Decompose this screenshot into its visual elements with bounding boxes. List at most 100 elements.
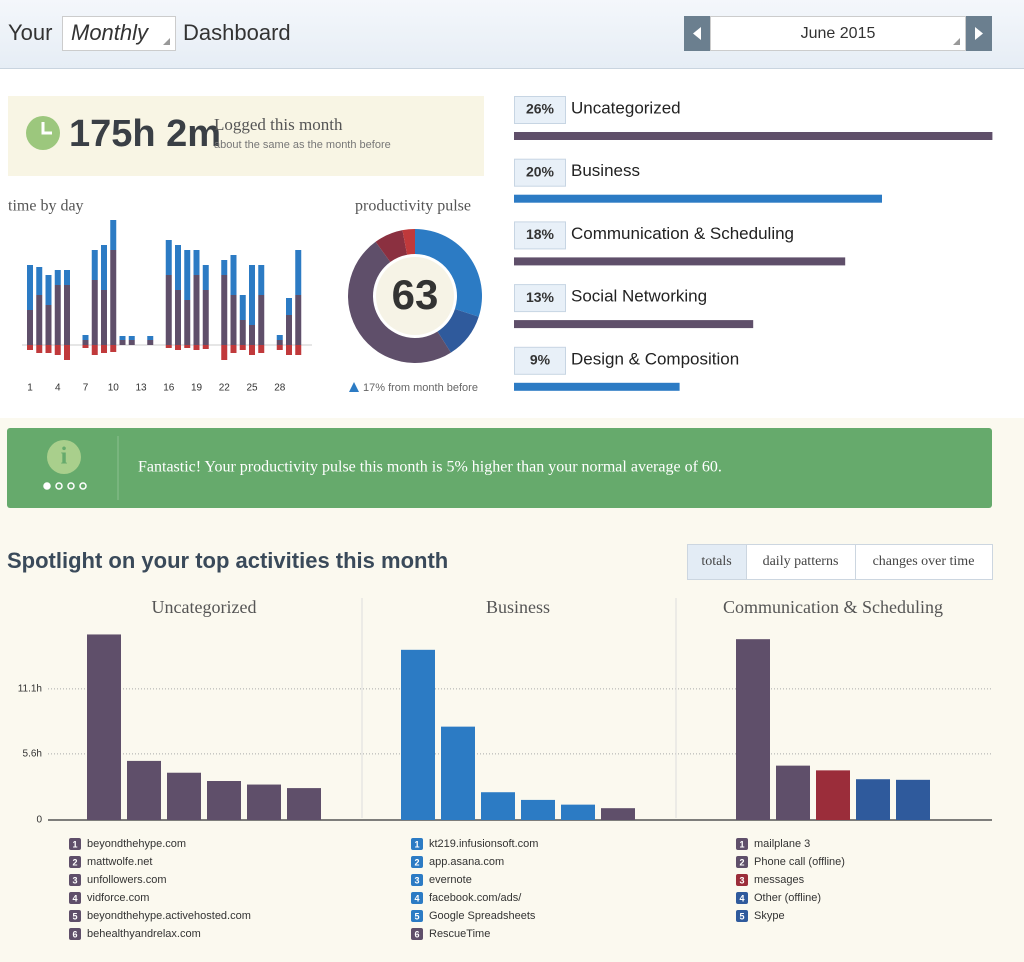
- rank-number: 3: [72, 875, 77, 885]
- x-tick-label: 7: [83, 383, 89, 394]
- day-bar-segment: [101, 245, 107, 290]
- day-bar-segment: [193, 345, 200, 350]
- day-bar-segment: [91, 345, 98, 355]
- rank-badge: [69, 910, 81, 922]
- day-bar-segment: [91, 250, 98, 280]
- category-name: Communication & Scheduling: [571, 224, 794, 243]
- day-bar-segment: [202, 345, 209, 349]
- day-bar-segment: [82, 335, 89, 340]
- activity-bar: [736, 639, 770, 820]
- day-bar-segment: [36, 345, 43, 353]
- tab[interactable]: [855, 544, 993, 580]
- day-bar-segment: [193, 250, 200, 275]
- activity-bar: [601, 808, 635, 820]
- day-bar-segment: [64, 270, 70, 285]
- legend-label: Phone call (offline): [754, 856, 845, 868]
- rank-badge: [736, 856, 748, 868]
- day-bar-segment: [147, 336, 154, 340]
- tab[interactable]: [746, 544, 856, 580]
- rank-number: 1: [72, 839, 77, 849]
- day-bar-segment: [27, 310, 33, 345]
- dot[interactable]: [67, 482, 75, 490]
- percent-badge: [514, 96, 566, 124]
- day-bar-segment: [110, 345, 117, 352]
- y-tick-label: 11.1h: [18, 683, 42, 694]
- day-bar-segment: [119, 336, 126, 340]
- clock-hands: [41, 122, 52, 135]
- panel-title: Communication & Scheduling: [723, 597, 943, 617]
- legend-label: mailplane 3: [754, 838, 810, 850]
- rank-number: 2: [414, 857, 419, 867]
- rank-badge: [736, 892, 748, 904]
- select-arrow: [953, 38, 960, 45]
- rank-number: 6: [414, 929, 419, 939]
- notice-text: Fantastic! Your productivity pulse this …: [138, 459, 722, 476]
- day-bar-segment: [128, 336, 135, 340]
- rank-number: 1: [414, 839, 419, 849]
- tab-label[interactable]: totals: [701, 554, 731, 569]
- day-bar-segment: [64, 285, 70, 345]
- tab[interactable]: [687, 544, 747, 580]
- rank-badge: [69, 892, 81, 904]
- rank-badge: [69, 928, 81, 940]
- info-glyph: i: [61, 444, 68, 470]
- legend-label: beyondthehype.com: [87, 838, 186, 850]
- day-bar-segment: [36, 295, 43, 345]
- day-bar-segment: [202, 265, 209, 290]
- day-bar-segment: [45, 305, 52, 345]
- x-tick-label: 16: [163, 383, 175, 394]
- percent-badge: [514, 158, 566, 187]
- chart-title: time by day: [8, 198, 84, 215]
- day-bar-segment: [202, 290, 209, 345]
- rank-badge: [69, 838, 81, 850]
- activity-bar: [441, 726, 475, 820]
- day-bar-segment: [27, 345, 33, 350]
- rank-badge: [69, 874, 81, 886]
- x-tick-label: 19: [191, 383, 203, 394]
- activity-bar: [287, 788, 321, 820]
- tab-label[interactable]: changes over time: [873, 554, 975, 569]
- percent-label: 26%: [526, 101, 555, 117]
- carousel-dots: [43, 482, 87, 490]
- day-bar-segment: [175, 345, 181, 350]
- day-bar-segment: [184, 300, 191, 345]
- day-bar-segment: [230, 295, 237, 345]
- day-bar-segment: [45, 275, 52, 305]
- tab-label[interactable]: daily patterns: [763, 554, 839, 569]
- day-bar-segment: [110, 220, 117, 250]
- rank-number: 5: [739, 911, 744, 921]
- rank-number: 5: [72, 911, 77, 921]
- dot[interactable]: [55, 482, 63, 490]
- period[interactable]: Monthly: [71, 20, 150, 45]
- percent-label: 9%: [530, 352, 551, 368]
- day-bar-segment: [258, 265, 265, 295]
- rank-badge: [411, 856, 423, 868]
- x-tick-label: 10: [108, 383, 120, 394]
- activity-bar: [776, 765, 810, 820]
- legend-label: behealthyandrelax.com: [87, 928, 201, 940]
- activity-bar: [856, 779, 890, 820]
- rank-number: 4: [72, 893, 77, 903]
- category-name: Design & Composition: [571, 349, 739, 368]
- rank-badge: [736, 910, 748, 922]
- rank-number: 5: [414, 911, 419, 921]
- dot[interactable]: [43, 482, 51, 490]
- rank-number: 3: [414, 875, 419, 885]
- day-bar-segment: [295, 345, 302, 355]
- month-select[interactable]: [710, 16, 966, 51]
- title-suffix: Dashboard: [183, 20, 291, 45]
- rank-badge: [411, 892, 423, 904]
- category-bar: [514, 194, 882, 203]
- day-bar-segment: [258, 295, 265, 345]
- day-bar-segment: [295, 250, 302, 295]
- percent-label: 13%: [526, 289, 555, 305]
- y-tick-label: 5.6h: [23, 748, 42, 759]
- category-bar: [514, 132, 993, 140]
- dot[interactable]: [79, 482, 87, 490]
- day-bar-segment: [239, 295, 246, 320]
- pulse-center: [376, 257, 454, 335]
- summary-note: about the same as the month before: [214, 139, 391, 151]
- period-select[interactable]: [62, 16, 176, 51]
- day-bar-segment: [221, 275, 228, 345]
- day-bar-segment: [230, 255, 237, 295]
